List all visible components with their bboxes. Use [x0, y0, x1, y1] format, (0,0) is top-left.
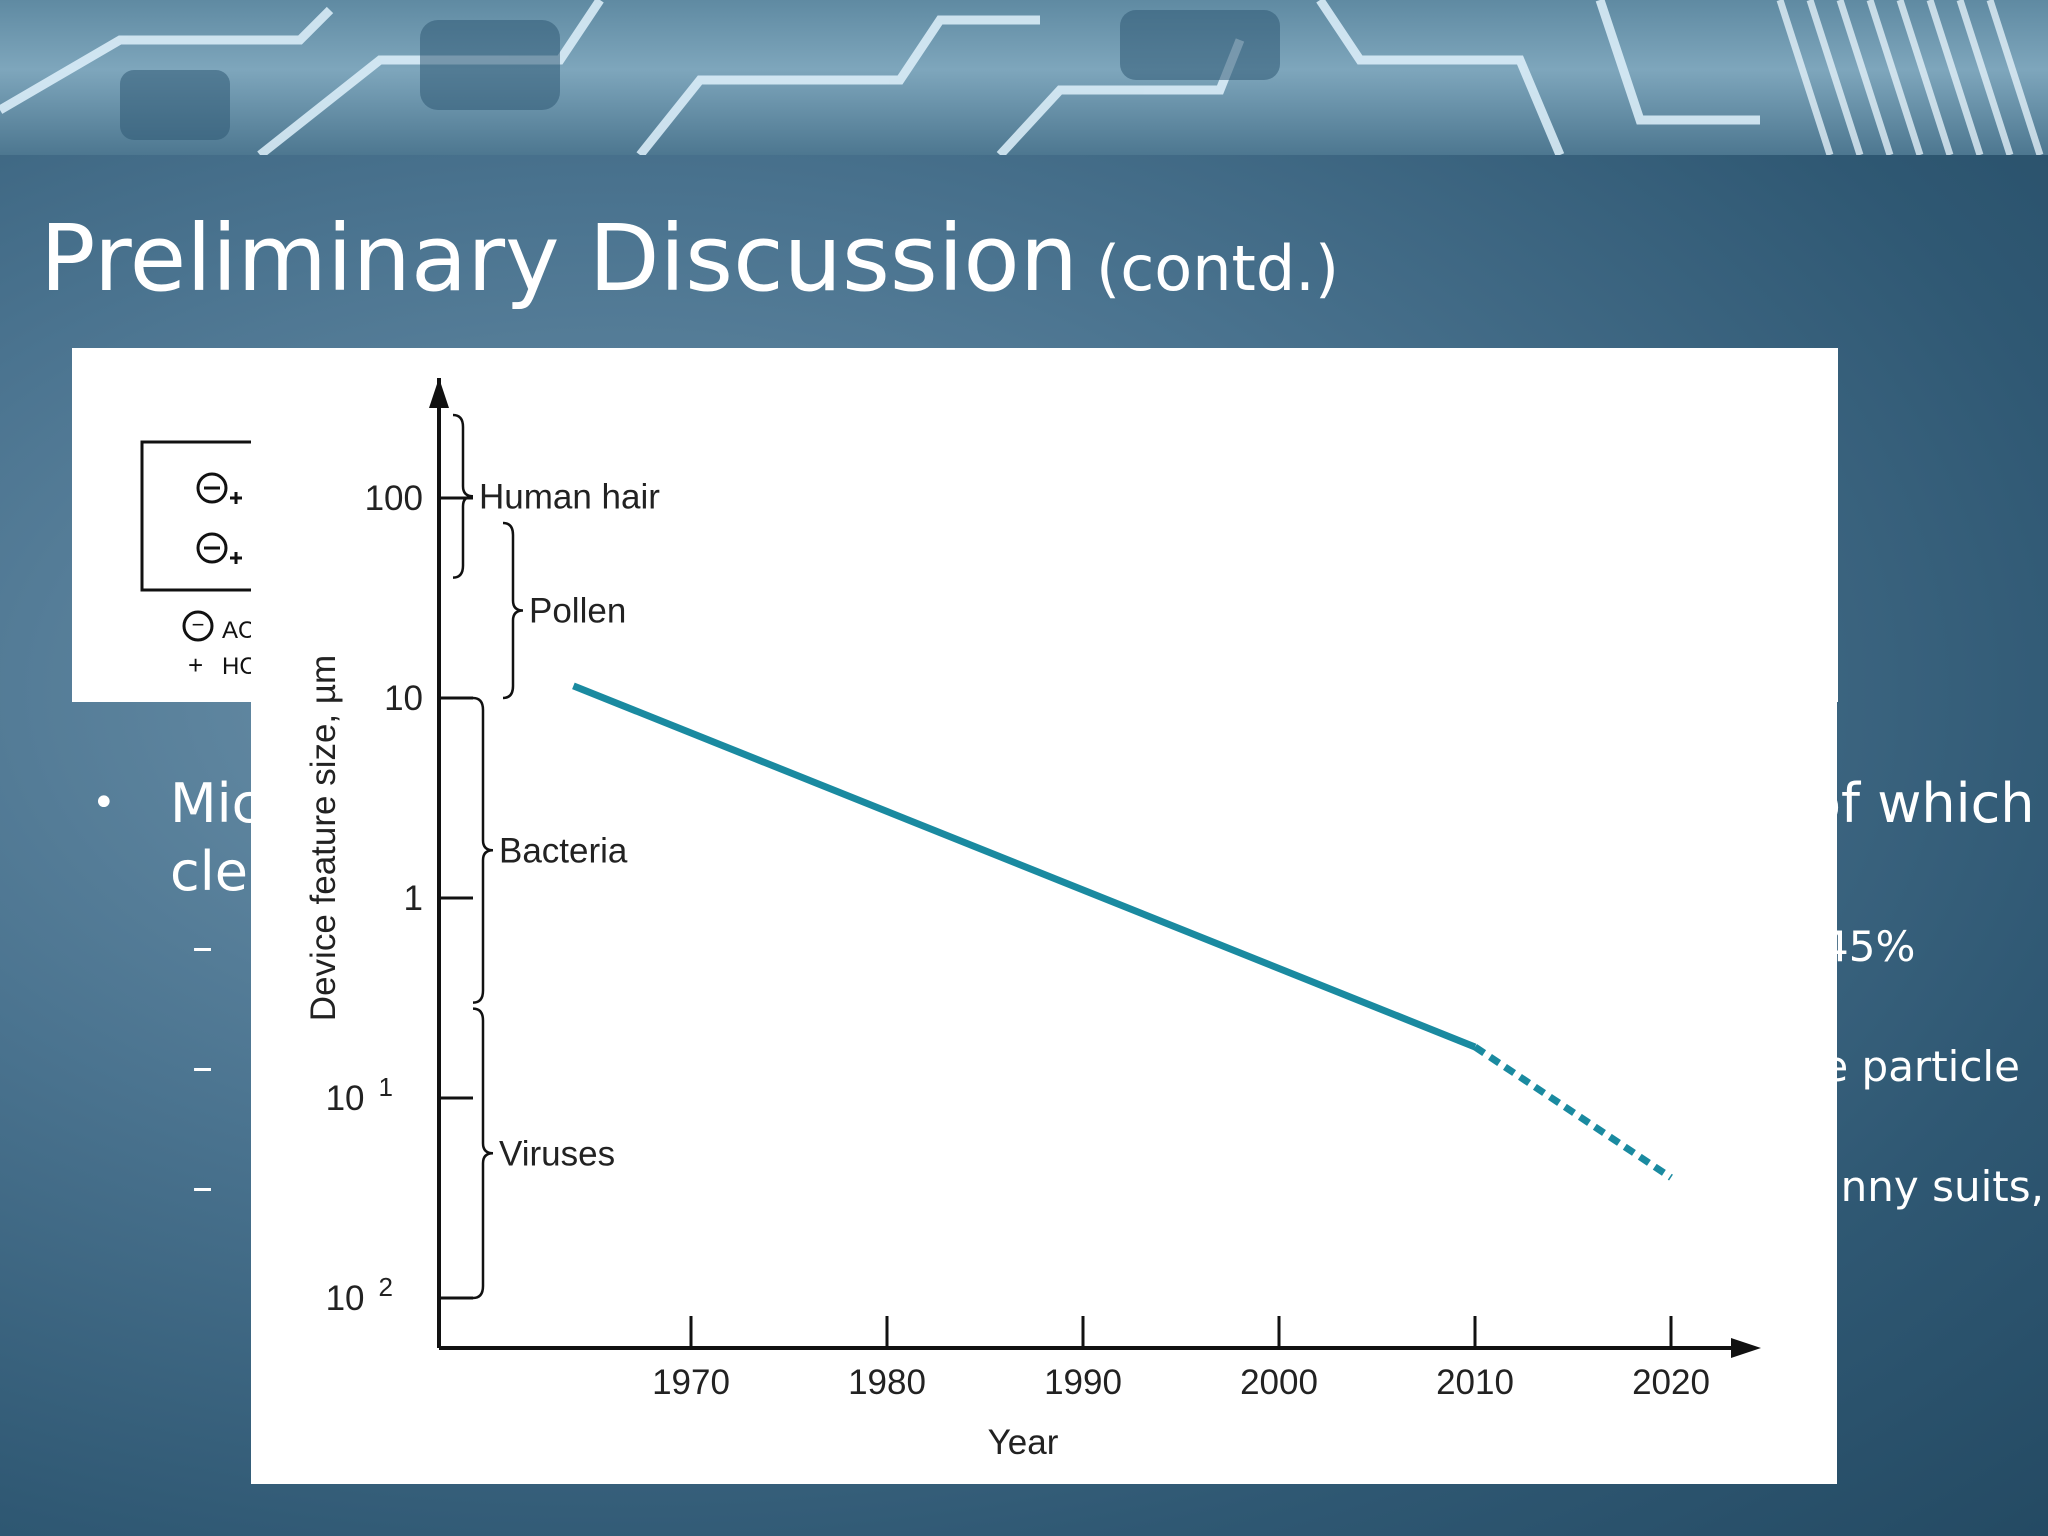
- sub-bullet-fragment: unny suits,: [1814, 1162, 2044, 1211]
- region-brace: [502, 521, 524, 700]
- sub-bullet-dash: –: [192, 922, 213, 971]
- ion-icon: [196, 532, 242, 564]
- y-tick-label: 10 1: [326, 1072, 393, 1118]
- x-tick-label: 2010: [1436, 1363, 1514, 1402]
- y-tick-exponent: 1: [379, 1072, 393, 1102]
- projected-line: [1473, 1044, 1673, 1181]
- header-banner: [0, 0, 2048, 155]
- figure-label: AC: [222, 617, 252, 644]
- y-axis: [429, 378, 449, 1348]
- sub-bullet-dash: –: [192, 1042, 213, 1091]
- slide-title-suffix: (contd.): [1096, 232, 1340, 305]
- x-tick-label: 1990: [1044, 1363, 1122, 1402]
- x-tick-label: 2020: [1632, 1363, 1710, 1402]
- slide-title: Preliminary Discussion (contd.): [40, 205, 1339, 312]
- background-figure: − AC + HC: [140, 440, 252, 680]
- region-label: Bacteria: [499, 831, 628, 870]
- y-tick-exponent: 2: [379, 1272, 393, 1302]
- region-brace: [472, 1007, 494, 1300]
- x-tick-label: 2000: [1240, 1363, 1318, 1402]
- sub-bullet-dash: –: [192, 1162, 213, 1211]
- bullet-item: • Mic: [92, 772, 261, 835]
- slide-title-main: Preliminary Discussion: [40, 205, 1079, 312]
- y-ticks: 100 10 1 10 1 10 2: [326, 479, 473, 1318]
- x-axis: [439, 1338, 1761, 1358]
- x-axis-arrow: [1731, 1338, 1761, 1358]
- region-label: Pollen: [529, 591, 626, 630]
- chart-panel: 1970 1980 1990 2000 2010 2020 100 10 1 10 1 10 2 Hu…: [251, 348, 1837, 1484]
- bullet-glyph: •: [92, 780, 116, 826]
- size-regions: Human hair Pollen Bacteria Viruses: [452, 413, 660, 1300]
- bullet-text-right: of which: [1808, 772, 2035, 835]
- y-tick-label: 10 2: [326, 1272, 393, 1318]
- region-brace: [472, 696, 494, 1004]
- x-tick-label: 1970: [652, 1363, 730, 1402]
- region-label: Viruses: [499, 1134, 615, 1173]
- sub-bullet-fragment: 45%: [1822, 922, 1916, 971]
- region-brace: [452, 413, 474, 579]
- x-axis-label: Year: [988, 1423, 1059, 1462]
- y-tick-label: 100: [365, 479, 423, 518]
- region-label: Human hair: [479, 477, 660, 516]
- figure-label: HC: [222, 653, 252, 680]
- y-tick-label: 1: [404, 879, 423, 918]
- y-tick-label: 10: [384, 679, 423, 718]
- bullet-text-left: Mic: [170, 772, 262, 835]
- trend-line: [572, 682, 1477, 1051]
- y-axis-arrow: [429, 378, 449, 408]
- y-tick-base: 10: [326, 1079, 365, 1118]
- x-ticks: 1970 1980 1990 2000 2010 2020: [652, 1316, 1710, 1402]
- circuit-board-graphic: [0, 0, 2044, 155]
- sub-bullet-fragment: re particle: [1806, 1042, 2020, 1091]
- feature-size-chart: 1970 1980 1990 2000 2010 2020 100 10 1 10 1 10 2 Hu…: [304, 378, 1761, 1462]
- figure-box-outline: [140, 440, 252, 592]
- figure-sign: −: [192, 612, 205, 637]
- figure-sign: +: [188, 650, 203, 680]
- data-series: [572, 682, 1673, 1181]
- y-axis-label: Device feature size, µm: [304, 655, 343, 1021]
- ion-icon: [196, 472, 242, 504]
- x-tick-label: 1980: [848, 1363, 926, 1402]
- ion-icon: [182, 610, 214, 642]
- y-tick-base: 10: [326, 1279, 365, 1318]
